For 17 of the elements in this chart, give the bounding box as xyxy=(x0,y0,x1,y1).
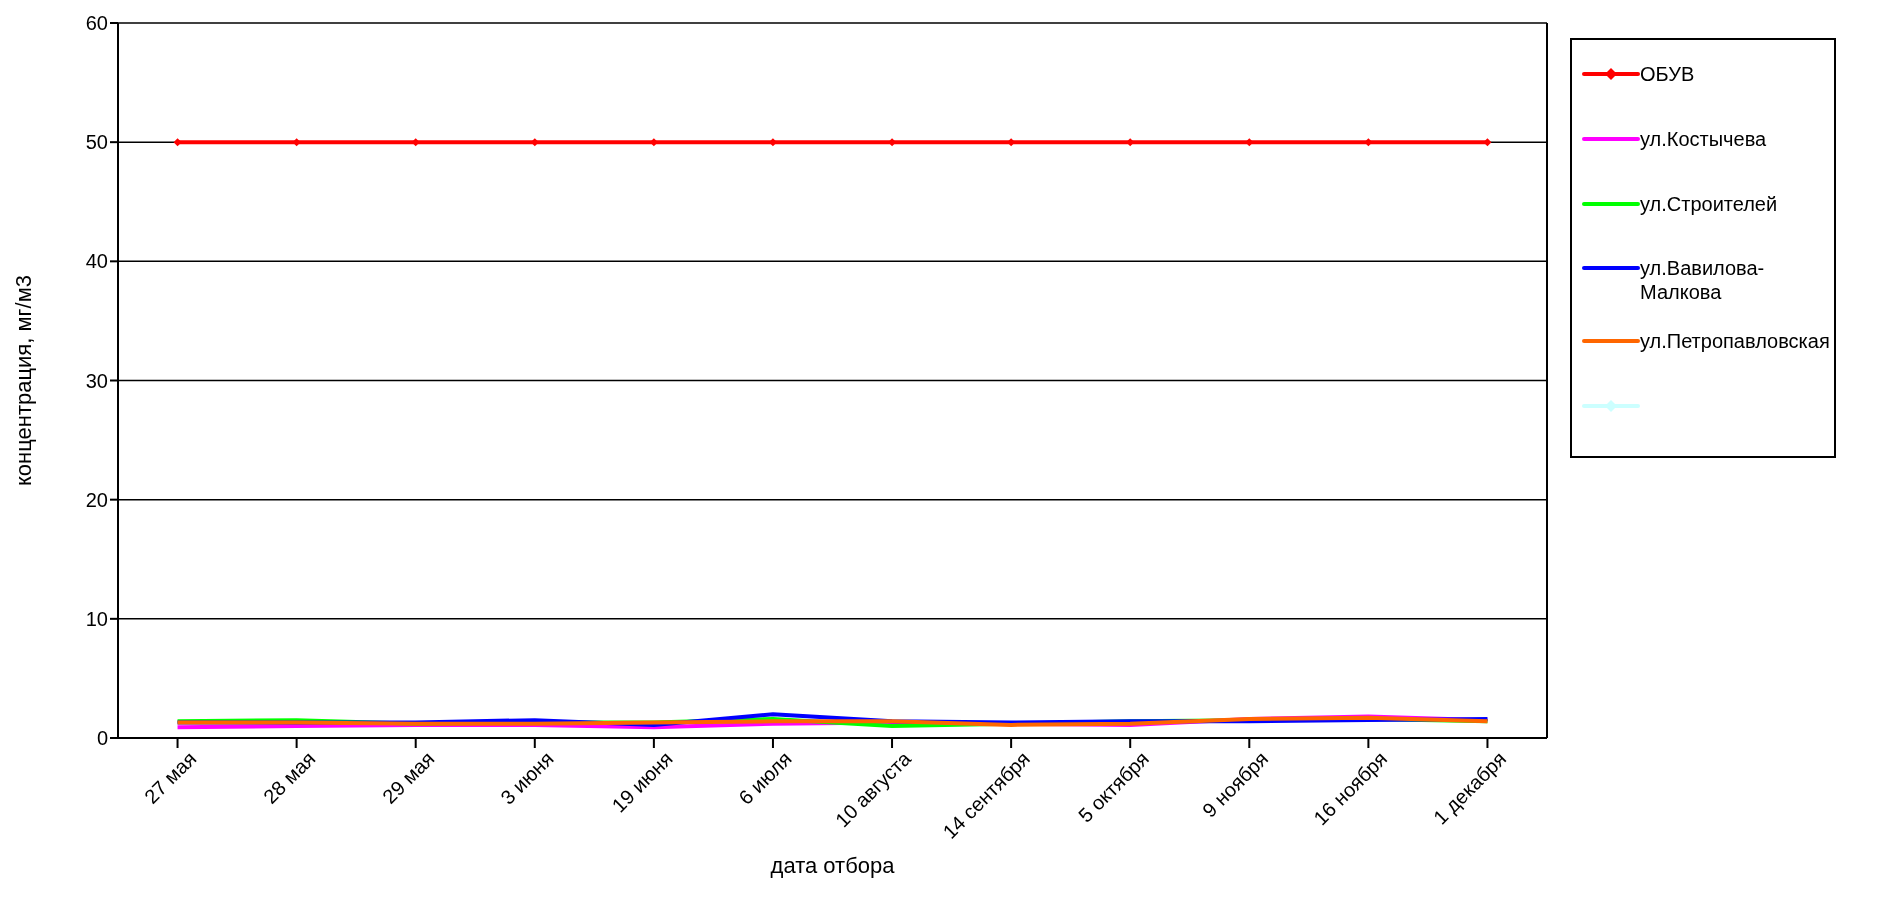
y-tick-label: 40 xyxy=(85,250,108,273)
y-tick-label: 10 xyxy=(85,607,108,630)
x-tick-label: 28 мая xyxy=(259,747,320,808)
legend-label: ул.Строителей xyxy=(1640,191,1778,216)
legend-label: ул.Вавилова-Малкова xyxy=(1640,256,1766,305)
x-axis-title: дата отбора xyxy=(770,853,896,878)
x-tick-label: 29 мая xyxy=(378,747,439,808)
legend-label: ул.Петропавловская xyxy=(1640,328,1830,353)
y-axis-title: концентрация, мг/м3 xyxy=(10,274,36,487)
y-tick-label: 50 xyxy=(85,131,108,154)
legend-label: ул.Костычева xyxy=(1640,127,1767,151)
x-tick-label: 27 мая xyxy=(139,747,201,808)
y-tick-label: 30 xyxy=(85,369,108,392)
y-tick-label: 0 xyxy=(96,727,108,750)
y-tick-label: 60 xyxy=(85,12,108,35)
y-tick-label: 20 xyxy=(85,488,108,511)
legend-label: ОБУВ xyxy=(1640,62,1695,87)
